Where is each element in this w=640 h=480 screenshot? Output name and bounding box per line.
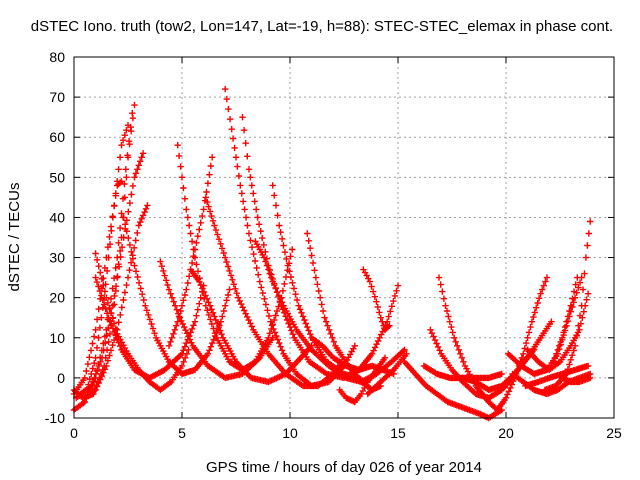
plus-marks — [420, 362, 505, 382]
plus-marks — [435, 274, 551, 414]
series-pass-31 — [524, 290, 592, 374]
x-tick-label: 20 — [498, 425, 514, 441]
plus-marks — [77, 150, 147, 398]
y-tick-label: 30 — [49, 250, 65, 266]
data-layer — [70, 85, 594, 422]
plus-marks — [550, 274, 581, 365]
plus-marks — [401, 358, 505, 422]
series-pass-28 — [420, 362, 505, 382]
y-tick-label: 0 — [57, 370, 65, 386]
series-pass-13 — [165, 154, 216, 349]
series-pass-26 — [435, 274, 551, 414]
series-pass-21 — [360, 266, 393, 333]
series-pass-33 — [541, 218, 594, 394]
series-pass-8 — [92, 274, 207, 382]
series-pass-6 — [81, 202, 151, 402]
y-tick-label: 60 — [49, 129, 65, 145]
x-tick-label: 10 — [282, 425, 298, 441]
plus-marks — [308, 334, 397, 378]
y-tick-label: 40 — [49, 209, 65, 225]
plus-marks — [559, 374, 594, 386]
series-pass-34 — [550, 274, 581, 365]
series-pass-20 — [308, 334, 397, 378]
y-tick-label: 20 — [49, 290, 65, 306]
plus-marks — [360, 266, 393, 333]
plus-marks — [81, 202, 151, 402]
plus-marks — [364, 350, 410, 398]
plus-marks — [524, 290, 592, 374]
plus-marks — [165, 154, 216, 349]
series-pass-24 — [401, 358, 505, 422]
tick-layer: 0 5 10 15 20 25 -10 0 10 20 30 40 50 60 70 80 — [45, 49, 622, 441]
y-axis-label: dSTEC / TECUs — [6, 183, 23, 292]
x-tick-label: 25 — [606, 425, 622, 441]
y-tick-label: -10 — [45, 410, 65, 426]
y-tick-label: 50 — [49, 169, 65, 185]
series-pass-35 — [559, 374, 594, 386]
x-axis-label: GPS time / hours of day 026 of year 2014 — [206, 459, 482, 476]
x-tick-label: 0 — [70, 425, 78, 441]
x-tick-label: 5 — [178, 425, 186, 441]
x-tick-label: 15 — [390, 425, 406, 441]
chart-title: dSTEC Iono. truth (tow2, Lon=147, Lat=-1… — [31, 18, 613, 35]
plot-frame — [73, 56, 615, 419]
plus-marks — [541, 218, 594, 394]
y-tick-label: 70 — [49, 89, 65, 105]
series-pass-23 — [336, 354, 389, 406]
plus-marks — [92, 274, 207, 382]
series-pass-5 — [77, 150, 147, 398]
series-pass-22 — [364, 350, 410, 398]
plus-marks — [336, 354, 389, 406]
y-tick-label: 80 — [49, 49, 65, 65]
y-tick-label: 10 — [49, 330, 65, 346]
